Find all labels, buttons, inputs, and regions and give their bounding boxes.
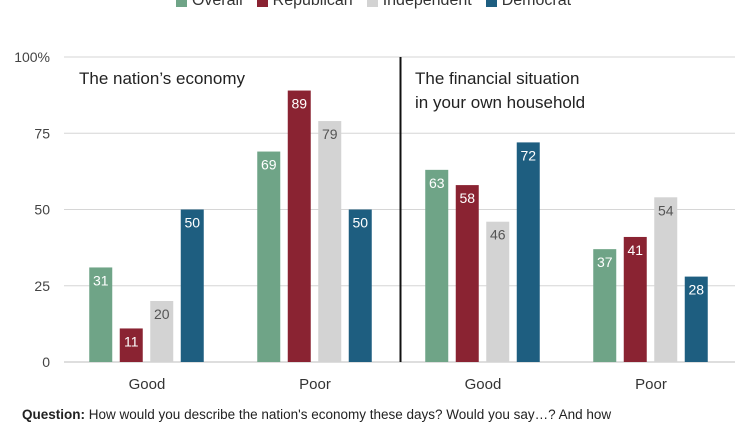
bar-overall xyxy=(89,267,113,362)
panel-title: The financial situation xyxy=(415,69,579,88)
data-label: 28 xyxy=(688,282,704,298)
data-label: 63 xyxy=(429,175,445,191)
panel-title: The nation’s economy xyxy=(79,69,246,88)
data-label: 79 xyxy=(322,126,338,142)
data-label: 50 xyxy=(352,215,368,231)
x-tick-label: Poor xyxy=(299,376,331,393)
bar-overall xyxy=(593,249,617,362)
grouped-bar-chart: 0 25 50 75 100% The nation’s economy 31 11 20 50 G… xyxy=(14,49,735,393)
bar-independent xyxy=(486,221,510,362)
bar-independent xyxy=(318,121,342,362)
data-label: 54 xyxy=(658,202,674,218)
bar-democrat xyxy=(684,276,708,362)
data-label: 89 xyxy=(291,96,307,112)
data-label: 46 xyxy=(490,227,506,243)
x-tick-label: Good xyxy=(129,376,166,393)
chart-legend: Overall Republican Independent Democrat xyxy=(0,0,747,12)
y-tick-label: 50 xyxy=(34,202,50,218)
legend-item-democrat: Democrat xyxy=(485,0,572,10)
question-body: How would you describe the nation's econ… xyxy=(88,407,612,422)
legend-label: Democrat xyxy=(501,0,572,9)
legend-item-republican: Republican xyxy=(256,0,353,10)
bar-democrat xyxy=(180,209,204,362)
bar-independent xyxy=(150,301,174,362)
bar-overall xyxy=(257,151,281,362)
panel-title: in your own household xyxy=(415,93,585,112)
y-tick-label: 0 xyxy=(42,354,50,370)
legend-label: Overall xyxy=(191,0,243,9)
bar-overall xyxy=(425,169,449,362)
bar-republican xyxy=(623,236,647,362)
x-tick-label: Poor xyxy=(635,376,667,393)
legend-label: Independent xyxy=(382,0,472,9)
legend-swatch xyxy=(366,0,378,7)
legend-item-independent: Independent xyxy=(366,0,472,10)
bar-democrat xyxy=(348,209,372,362)
legend-label: Republican xyxy=(272,0,353,9)
data-label: 50 xyxy=(184,215,200,231)
bar-independent xyxy=(654,197,678,362)
legend-swatch xyxy=(175,0,187,7)
data-label: 58 xyxy=(459,190,475,206)
data-label: 69 xyxy=(261,157,277,173)
question-label: Question: xyxy=(22,407,85,422)
legend-swatch xyxy=(485,0,497,7)
x-tick-label: Good xyxy=(465,376,502,393)
bar-republican xyxy=(119,328,143,362)
data-label: 41 xyxy=(627,242,643,258)
bar-republican xyxy=(455,185,479,362)
data-label: 37 xyxy=(597,254,613,270)
data-label: 72 xyxy=(520,147,536,163)
y-tick-label: 75 xyxy=(34,125,50,141)
bar-democrat xyxy=(516,142,540,362)
legend-swatch xyxy=(256,0,268,7)
y-tick-label: 25 xyxy=(34,278,50,294)
y-tick-label: 100% xyxy=(14,49,50,65)
bar-republican xyxy=(287,90,311,363)
data-label: 31 xyxy=(93,272,109,288)
question-text: Question: How would you describe the nat… xyxy=(22,407,742,422)
data-label: 11 xyxy=(124,333,139,349)
legend-item-overall: Overall xyxy=(175,0,243,10)
data-label: 20 xyxy=(154,306,170,322)
